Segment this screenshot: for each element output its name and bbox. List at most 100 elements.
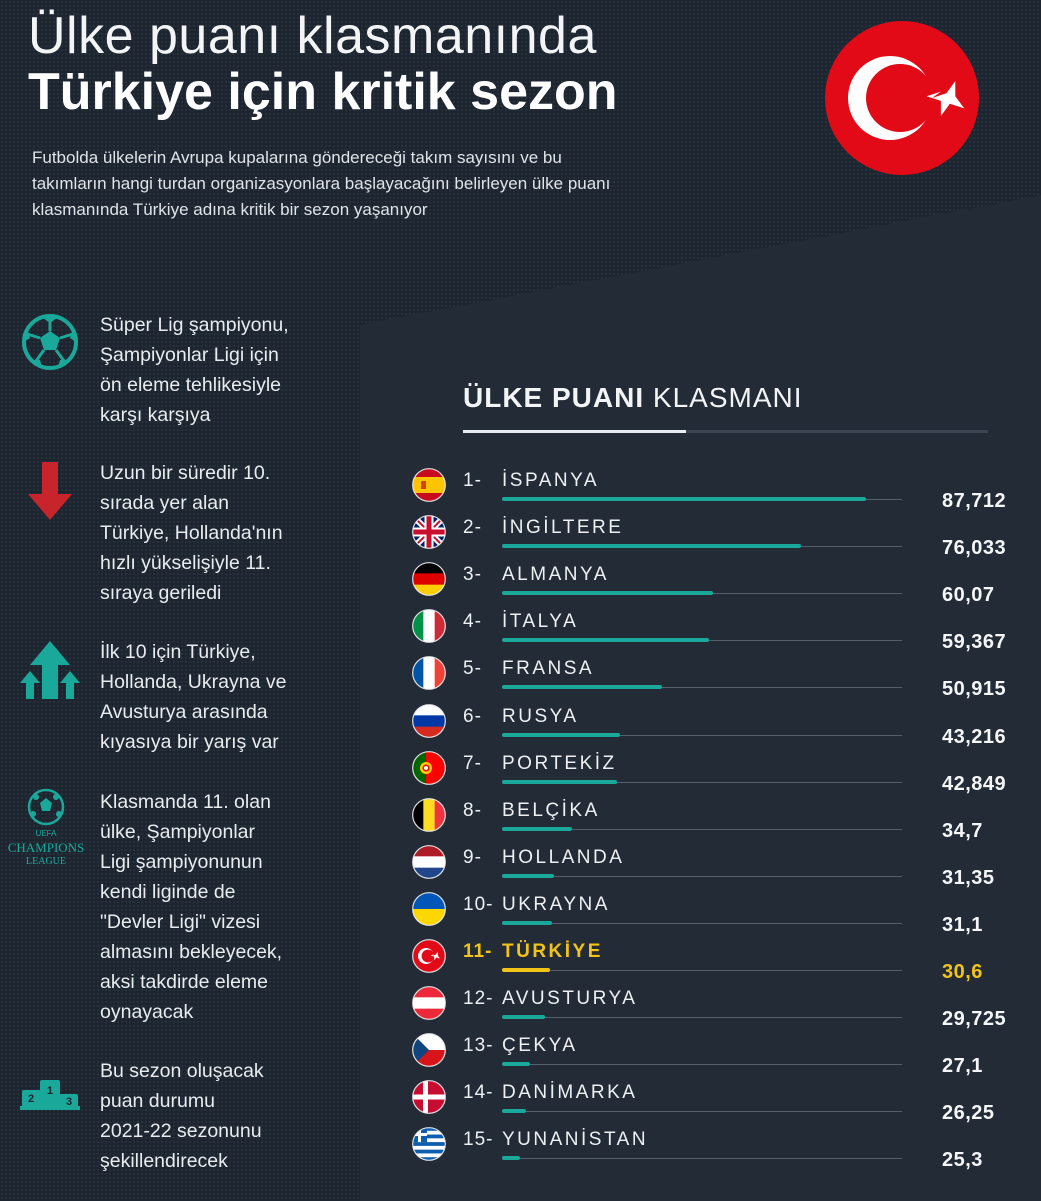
score-value: 59,367: [942, 631, 1007, 654]
country-name: İNGİLTERE: [502, 517, 624, 539]
score-value: 30,6: [942, 961, 983, 983]
russia-flag-icon: [412, 703, 446, 738]
score-bar: [502, 685, 663, 690]
ranking-row: 14- DANİMARKA 26,25: [412, 1078, 1022, 1125]
czechia-flag-icon: [412, 1033, 446, 1068]
score-bar: [502, 920, 553, 925]
bar-track: [502, 828, 902, 830]
ranking-row: 1- İSPANYA 87,712: [412, 466, 1022, 513]
bar-track: [502, 970, 902, 971]
bar-track: [502, 687, 902, 689]
country-name: BELÇİKA: [502, 799, 600, 821]
note-text: İlk 10 için Türkiye, Hollanda, Ukrayna v…: [100, 641, 287, 753]
united-kingdom-flag-icon: [412, 515, 446, 549]
turkey-flag-icon: [825, 21, 979, 175]
netherlands-flag-icon: [412, 844, 446, 879]
score-bar: [502, 873, 554, 878]
score-value: 29,725: [942, 1008, 1007, 1031]
score-value: 60,07: [942, 584, 995, 607]
score-value: 31,1: [942, 913, 983, 936]
country-name: İTALYA: [502, 611, 579, 633]
podium-number-3: 3: [66, 1096, 72, 1108]
champions-league-logo-icon: UEFA CHAMPIONS LEAGUE: [8, 788, 85, 867]
score-value: 25,3: [942, 1149, 983, 1172]
score-bar: [502, 779, 618, 784]
score-bar: [502, 1062, 531, 1067]
rank-number: 10-: [463, 893, 494, 915]
logo-text-league: LEAGUE: [26, 856, 66, 867]
score-bar: [502, 968, 550, 972]
bar-track: [502, 1064, 902, 1066]
note-dropped-rank: Uzun bir süredir 10. sırada yer alan Tür…: [18, 458, 348, 618]
country-name: AVUSTURYA: [502, 988, 638, 1010]
ranking-row: 2- İNGİLTERE 76,033: [412, 513, 1022, 560]
page-title-line1: Ülke puanı klasmanında: [28, 7, 597, 65]
score-bar: [502, 1109, 526, 1114]
country-name: DANİMARKA: [502, 1082, 638, 1104]
score-value: 27,1: [942, 1055, 983, 1078]
score-bar: [502, 544, 802, 549]
rank-number: 9-: [463, 846, 482, 868]
bar-track: [502, 1017, 902, 1019]
rank-number: 8-: [463, 799, 482, 821]
country-name: PORTEKİZ: [502, 752, 617, 774]
ranking-title-light: KLASMANI: [652, 382, 803, 413]
ranking-row: 11- TÜRKİYE 30,6: [412, 937, 1022, 984]
rank-number: 3-: [463, 564, 482, 586]
ranking-row: 5- FRANSA 50,915: [412, 654, 1022, 701]
rank-number: 13-: [463, 1035, 494, 1057]
ukraine-flag-icon: [412, 891, 446, 926]
rank-number: 7-: [463, 752, 482, 774]
ranking-row: 8- BELÇİKA 34,7: [412, 796, 1022, 843]
note-champions-league: UEFA CHAMPIONS LEAGUE Klasmanda 11. olan…: [8, 787, 348, 1027]
rank-number: 6-: [463, 705, 482, 727]
country-name: İSPANYA: [502, 470, 600, 491]
germany-flag-icon: [412, 562, 446, 597]
podium-icon: 2 1 3: [20, 1080, 80, 1110]
denmark-flag-icon: [412, 1080, 446, 1115]
note-text: Klasmanda 11. olan ülke, Şampiyonlar Lig…: [100, 791, 283, 1023]
bar-track: [502, 734, 902, 736]
score-bar: [502, 826, 573, 831]
turkey-flag-icon: [412, 939, 446, 973]
logo-text-champions: CHAMPIONS: [8, 840, 85, 855]
austria-flag-icon: [412, 986, 446, 1020]
ranking-row: 12- AVUSTURYA 29,725: [412, 984, 1022, 1031]
score-value: 34,7: [942, 819, 983, 842]
country-name: ÇEKYA: [502, 1035, 578, 1057]
logo-text-uefa: UEFA: [36, 829, 58, 838]
score-bar: [502, 638, 709, 643]
ranking-title-rule-highlight: [463, 430, 686, 433]
score-bar: [502, 732, 620, 737]
rank-number: 2-: [463, 517, 482, 539]
bar-track: [502, 875, 902, 877]
spain-flag-icon: [412, 468, 446, 502]
ranking-title-bold: ÜLKE PUANI: [463, 382, 645, 413]
bar-track: [502, 1111, 902, 1113]
podium-number-1: 1: [47, 1085, 53, 1097]
ranking-row: 4- İTALYA 59,367: [412, 607, 1022, 654]
up-arrows-icon: [20, 641, 80, 699]
rank-number: 1-: [463, 470, 482, 491]
ranking-row: 3- ALMANYA 60,07: [412, 560, 1022, 607]
portugal-flag-icon: [412, 750, 446, 785]
country-name: UKRAYNA: [502, 893, 610, 915]
belgium-flag-icon: [412, 797, 446, 832]
score-bar: [502, 1156, 521, 1161]
score-value: 42,849: [942, 772, 1007, 795]
country-name: TÜRKİYE: [502, 941, 603, 962]
intro-paragraph: Futbolda ülkelerin Avrupa kupalarına gön…: [32, 148, 611, 219]
country-name: HOLLANDA: [502, 846, 625, 868]
note-champion-risk: Süper Lig şampiyonu, Şampiyonlar Ligi iç…: [18, 310, 348, 470]
score-bar: [502, 1015, 545, 1020]
rank-number: 11-: [463, 941, 493, 962]
score-value: 31,35: [942, 866, 995, 889]
note-text: Süper Lig şampiyonu, Şampiyonlar Ligi iç…: [100, 314, 289, 426]
ranking-row: 9- HOLLANDA 31,35: [412, 843, 1022, 890]
page-title-line2: Türkiye için kritik sezon: [28, 63, 618, 121]
note-text: Bu sezon oluşacak puan durumu 2021-22 se…: [100, 1060, 264, 1172]
bar-track: [502, 922, 902, 924]
score-bar: [502, 591, 713, 596]
note-top10-race: İlk 10 için Türkiye, Hollanda, Ukrayna v…: [18, 637, 348, 797]
